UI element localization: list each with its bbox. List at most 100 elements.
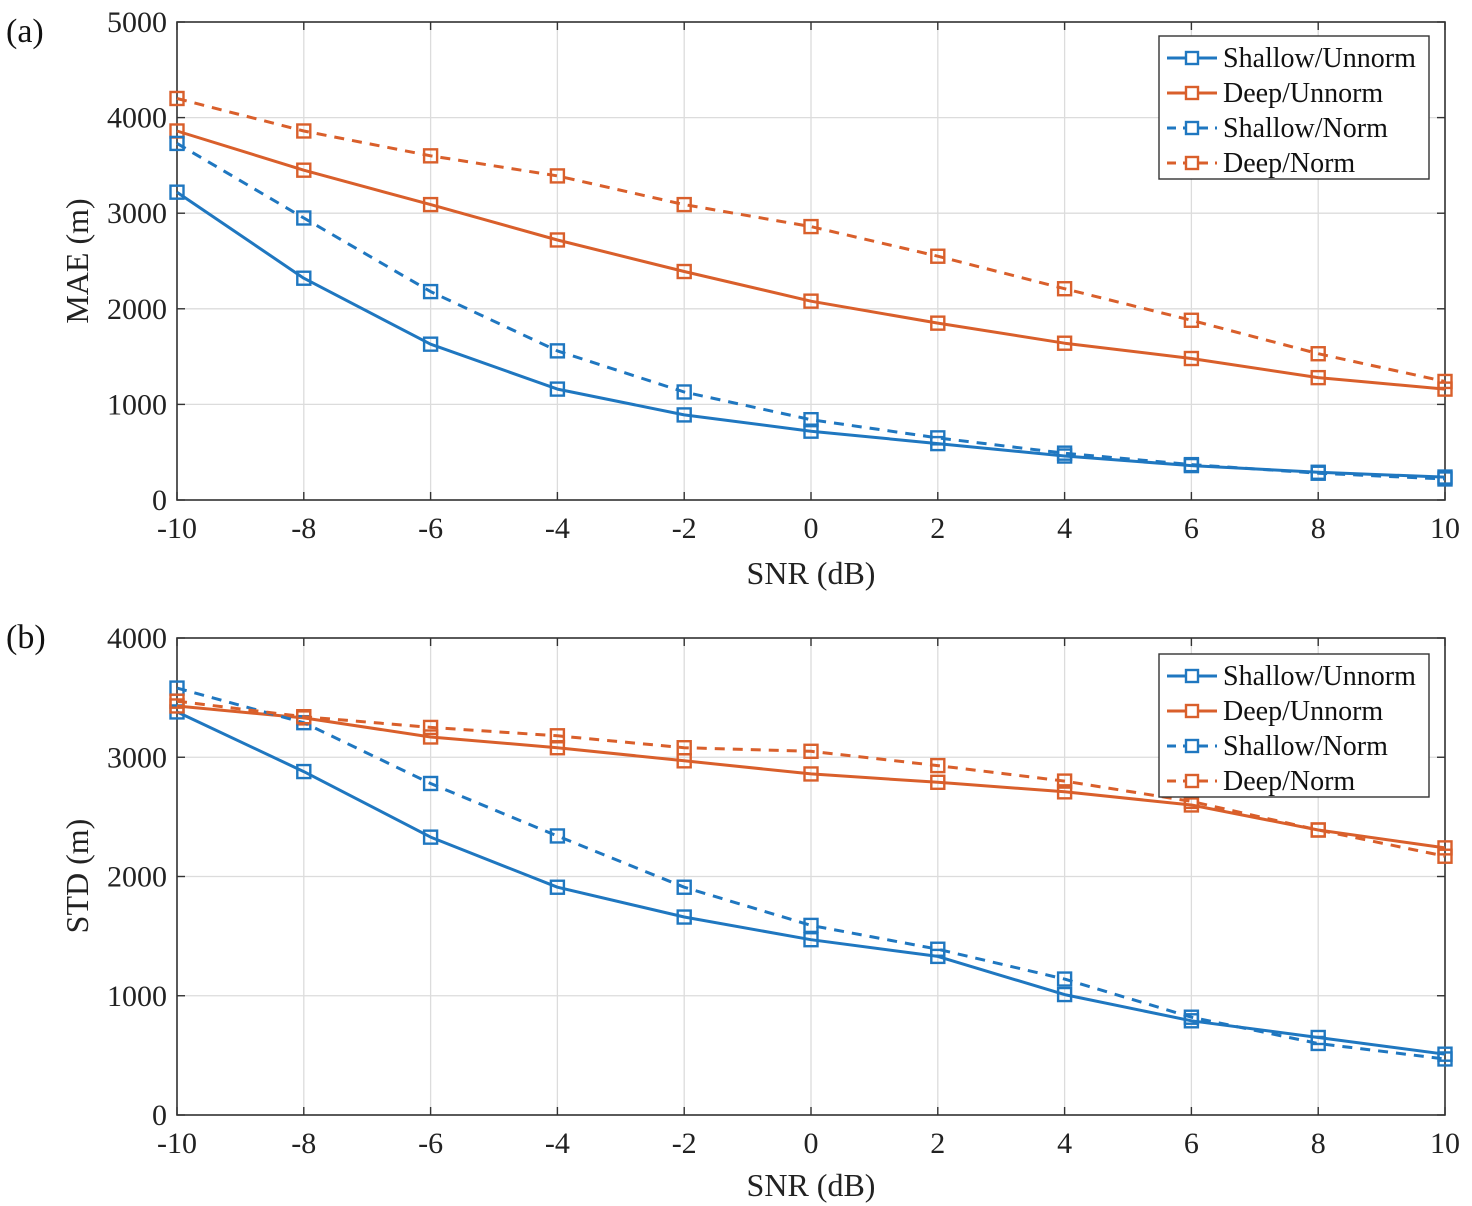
y-tick-label: 3000 [107,741,167,774]
legend-label: Shallow/Norm [1223,731,1388,762]
legend-marker [1184,703,1200,719]
series-line [176,686,1446,1061]
data-point-marker [549,828,566,844]
y-tick-label: 2000 [107,293,167,326]
y-tick-label: 2000 [107,861,167,894]
series-shallow-norm [169,135,1453,487]
data-point-marker [1310,822,1326,838]
data-point-marker [676,263,692,280]
legend-marker [1184,120,1200,136]
x-tick-label: -8 [291,1127,316,1160]
data-point-marker [422,336,439,352]
panel-label: (b) [6,619,46,656]
data-point-marker [296,123,312,139]
legend-label: Deep/Norm [1223,148,1355,179]
data-point-marker [1056,986,1073,1003]
legend-box [1158,35,1430,180]
chart-panel-1: -10 -8 -6 -4 -2 0 2 4 6 8 10 0 1000 2000 3000 4000 5000 S… [6,6,1460,591]
x-tick-label: 4 [1057,1127,1072,1160]
data-point-marker [296,270,312,286]
x-tick-label: -4 [545,1127,570,1160]
legend: Shallow/Unnorm Deep/Unnorm Shallow/Norm Dee… [1158,35,1430,180]
data-point-marker [676,196,692,213]
data-point-marker [422,775,439,792]
x-tick-label: 2 [930,1127,945,1160]
legend-marker [1184,50,1200,66]
x-tick-label: -4 [545,512,570,545]
series-line [176,97,1446,383]
data-point-marker [930,248,946,264]
y-tick-label: 4000 [107,102,167,135]
x-tick-label: -2 [672,1127,697,1160]
data-point-marker [676,909,692,925]
data-point-marker [296,763,312,780]
x-tick-label: 6 [1184,1127,1199,1160]
data-point-marker [803,766,819,782]
legend: Shallow/Unnorm Deep/Unnorm Shallow/Norm Dee… [1158,653,1430,798]
x-tick-label: -6 [418,512,443,545]
x-tick-label: 6 [1184,512,1199,545]
data-point-marker [1437,471,1453,487]
data-point-marker [296,162,312,178]
series-line [176,142,1446,481]
data-point-marker [549,168,566,184]
data-point-marker [803,411,819,428]
series-line [176,710,1446,1056]
series-deep-norm [169,90,1453,390]
legend-item: Deep/Unnorm [1167,78,1383,109]
data-point-marker [296,210,312,226]
legend-box [1158,653,1430,798]
x-tick-label: 0 [804,512,819,545]
chart-panel-2: -10 -8 -6 -4 -2 0 2 4 6 8 10 0 1000 2000 3000 4000 SNR (… [6,619,1460,1203]
data-point-marker [1310,1035,1326,1052]
legend-item: Shallow/Unnorm [1167,661,1416,692]
y-tick-label: 4000 [107,622,167,655]
y-tick-label: 3000 [107,197,167,230]
data-point-marker [1056,281,1073,297]
legend-marker [1184,85,1200,101]
series-line [176,129,1446,391]
series-line [176,704,1446,850]
x-tick-label: -6 [418,1127,443,1160]
data-point-marker [930,430,946,446]
y-tick-label: 5000 [107,6,167,39]
data-point-marker [676,407,692,423]
data-point-marker [1310,369,1326,386]
x-tick-label: 8 [1311,1127,1326,1160]
legend-marker [1184,155,1200,171]
y-tick-label: 1000 [107,388,167,421]
data-point-marker [169,693,185,709]
data-point-marker [676,740,692,756]
data-point-marker [1310,346,1326,362]
legend-label: Shallow/Unnorm [1223,661,1416,692]
data-point-marker [422,196,439,213]
y-tick-label: 0 [152,1099,167,1132]
x-tick-label: 4 [1057,512,1072,545]
x-tick-label: -8 [291,512,316,545]
legend-item: Shallow/Norm [1167,113,1388,144]
data-point-marker [422,283,439,300]
legend-item: Shallow/Unnorm [1167,43,1416,74]
data-point-marker [1056,773,1073,789]
data-point-marker [549,343,566,359]
data-point-marker [1056,335,1073,351]
data-point-marker [1183,456,1200,473]
data-point-marker [803,218,819,235]
data-point-marker [169,90,185,107]
data-point-marker [1183,350,1200,367]
data-point-marker [930,774,946,790]
x-tick-label: -2 [672,512,697,545]
data-point-marker [1437,373,1453,390]
data-point-marker [549,728,566,744]
data-point-marker [1056,971,1073,987]
x-tick-label: -10 [157,1127,197,1160]
data-point-marker [676,879,692,895]
x-tick-label: -10 [157,512,197,545]
series-line [176,699,1446,858]
data-point-marker [549,879,566,895]
y-axis-title: STD (m) [59,819,95,934]
data-point-marker [930,315,946,331]
legend-label: Shallow/Norm [1223,113,1388,144]
x-tick-label: 0 [804,1127,819,1160]
